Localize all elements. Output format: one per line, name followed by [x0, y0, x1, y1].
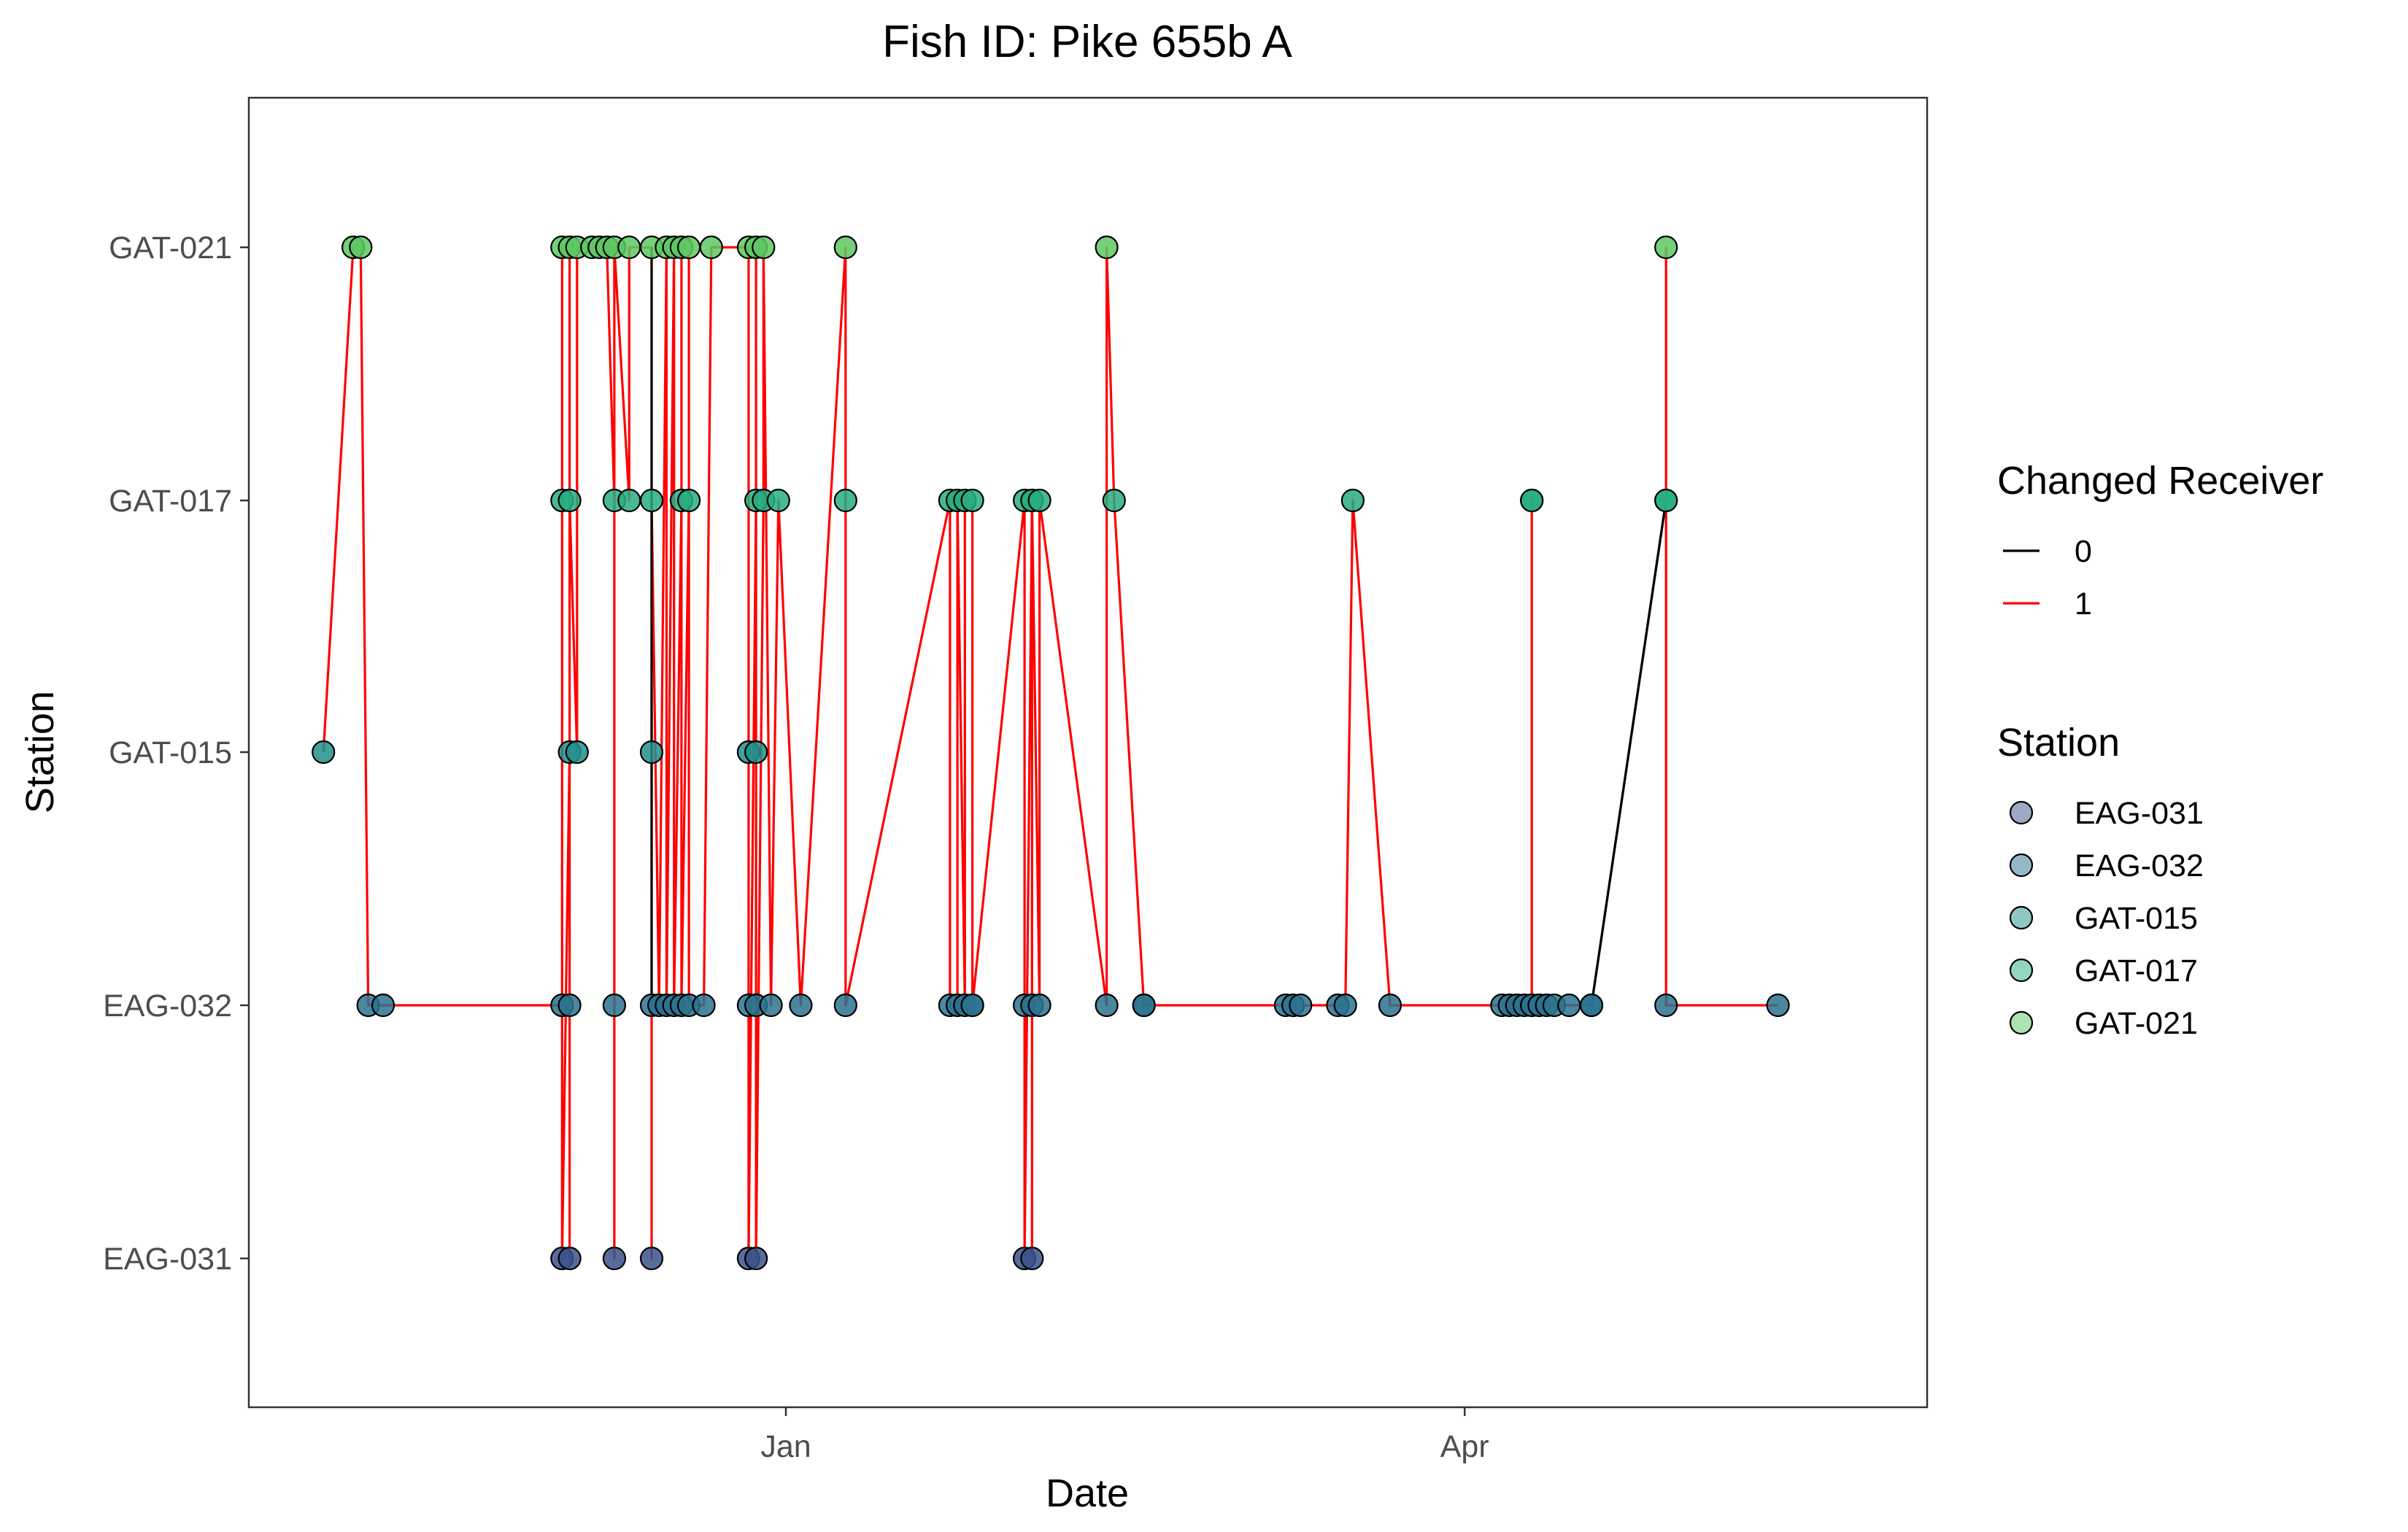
legend-station-key — [2009, 1010, 2034, 1035]
y-tick-label: GAT-015 — [109, 735, 232, 770]
data-point — [1027, 993, 1051, 1018]
legend-line-label: 1 — [2075, 587, 2092, 622]
plot-panel — [249, 98, 1927, 1407]
data-point — [1289, 993, 1313, 1018]
data-point — [1020, 1246, 1044, 1271]
data-point — [1095, 993, 1119, 1018]
data-point — [676, 235, 701, 260]
legend-station-title: Station — [1997, 721, 2120, 765]
legend-station-key — [2009, 853, 2034, 878]
data-point — [960, 993, 984, 1018]
data-point — [692, 993, 716, 1018]
y-axis: EAG-031 EAG-032 GAT-015 GAT-017 GAT-021 — [103, 231, 249, 1277]
legend-station-label: EAG-031 — [2075, 796, 2204, 831]
data-point — [617, 488, 641, 513]
data-point — [371, 993, 395, 1018]
data-point — [960, 488, 984, 513]
data-point — [639, 488, 664, 513]
data-point — [833, 993, 857, 1018]
y-tick-label: GAT-017 — [109, 484, 232, 519]
data-point — [1132, 993, 1156, 1018]
chart-title: Fish ID: Pike 655b A — [882, 17, 1292, 67]
data-point — [557, 993, 582, 1018]
data-point — [602, 1246, 627, 1271]
legend-fill-entries: EAG-031 EAG-032 GAT-015 GAT-017 GAT-021 — [2009, 796, 2204, 1041]
data-point — [1027, 488, 1051, 513]
data-point — [752, 235, 776, 260]
legend-station-key — [2009, 800, 2034, 825]
legend-line-entries: 01 — [2003, 534, 2092, 622]
data-point — [699, 235, 723, 260]
data-point — [744, 1246, 768, 1271]
y-tick-label: EAG-032 — [103, 989, 232, 1024]
legend-station-label: GAT-015 — [2075, 901, 2198, 936]
data-point — [766, 488, 790, 513]
legend-station: Station EAG-031 EAG-032 GAT-015 GAT-017 GAT-… — [1997, 721, 2204, 1041]
series-line-changed-0 — [1590, 500, 1667, 1006]
legend-station-key — [2009, 905, 2034, 930]
data-point — [312, 740, 336, 765]
data-point — [639, 1246, 664, 1271]
data-point — [602, 993, 627, 1018]
data-point — [833, 235, 857, 260]
data-point — [1654, 235, 1678, 260]
x-axis: Jan Apr — [760, 1407, 1489, 1464]
data-point — [676, 488, 701, 513]
data-point — [744, 740, 768, 765]
data-point — [617, 235, 641, 260]
data-point — [565, 740, 589, 765]
data-point — [1102, 488, 1126, 513]
data-point — [1557, 993, 1581, 1018]
data-point — [1095, 235, 1119, 260]
legend-changed-receiver: Changed Receiver 01 — [1997, 459, 2323, 622]
data-points — [312, 235, 1790, 1271]
legend-station-key — [2009, 958, 2034, 983]
x-tick-label: Apr — [1440, 1429, 1489, 1464]
legend-changed-receiver-title: Changed Receiver — [1997, 459, 2323, 503]
data-point — [1378, 993, 1402, 1018]
legend-station-label: GAT-021 — [2075, 1006, 2198, 1041]
data-point — [557, 1246, 582, 1271]
data-point — [1340, 488, 1365, 513]
y-tick-label: EAG-031 — [103, 1242, 232, 1277]
data-point — [1520, 488, 1544, 513]
legend-line-label: 0 — [2075, 534, 2092, 569]
data-point — [557, 488, 582, 513]
x-axis-title: Date — [1046, 1471, 1129, 1515]
data-point — [759, 993, 783, 1018]
data-point — [833, 488, 857, 513]
data-point — [349, 235, 373, 260]
data-point — [1654, 488, 1678, 513]
y-tick-label: GAT-021 — [109, 231, 232, 266]
data-point — [1333, 993, 1357, 1018]
y-axis-title: Station — [18, 691, 62, 813]
data-point — [639, 740, 664, 765]
data-point — [1766, 993, 1790, 1018]
legend-station-label: GAT-017 — [2075, 953, 2198, 989]
legend-station-label: EAG-032 — [2075, 848, 2204, 883]
data-point — [1579, 993, 1604, 1018]
data-point — [1654, 993, 1678, 1018]
x-tick-label: Jan — [760, 1429, 811, 1464]
data-point — [789, 993, 813, 1018]
